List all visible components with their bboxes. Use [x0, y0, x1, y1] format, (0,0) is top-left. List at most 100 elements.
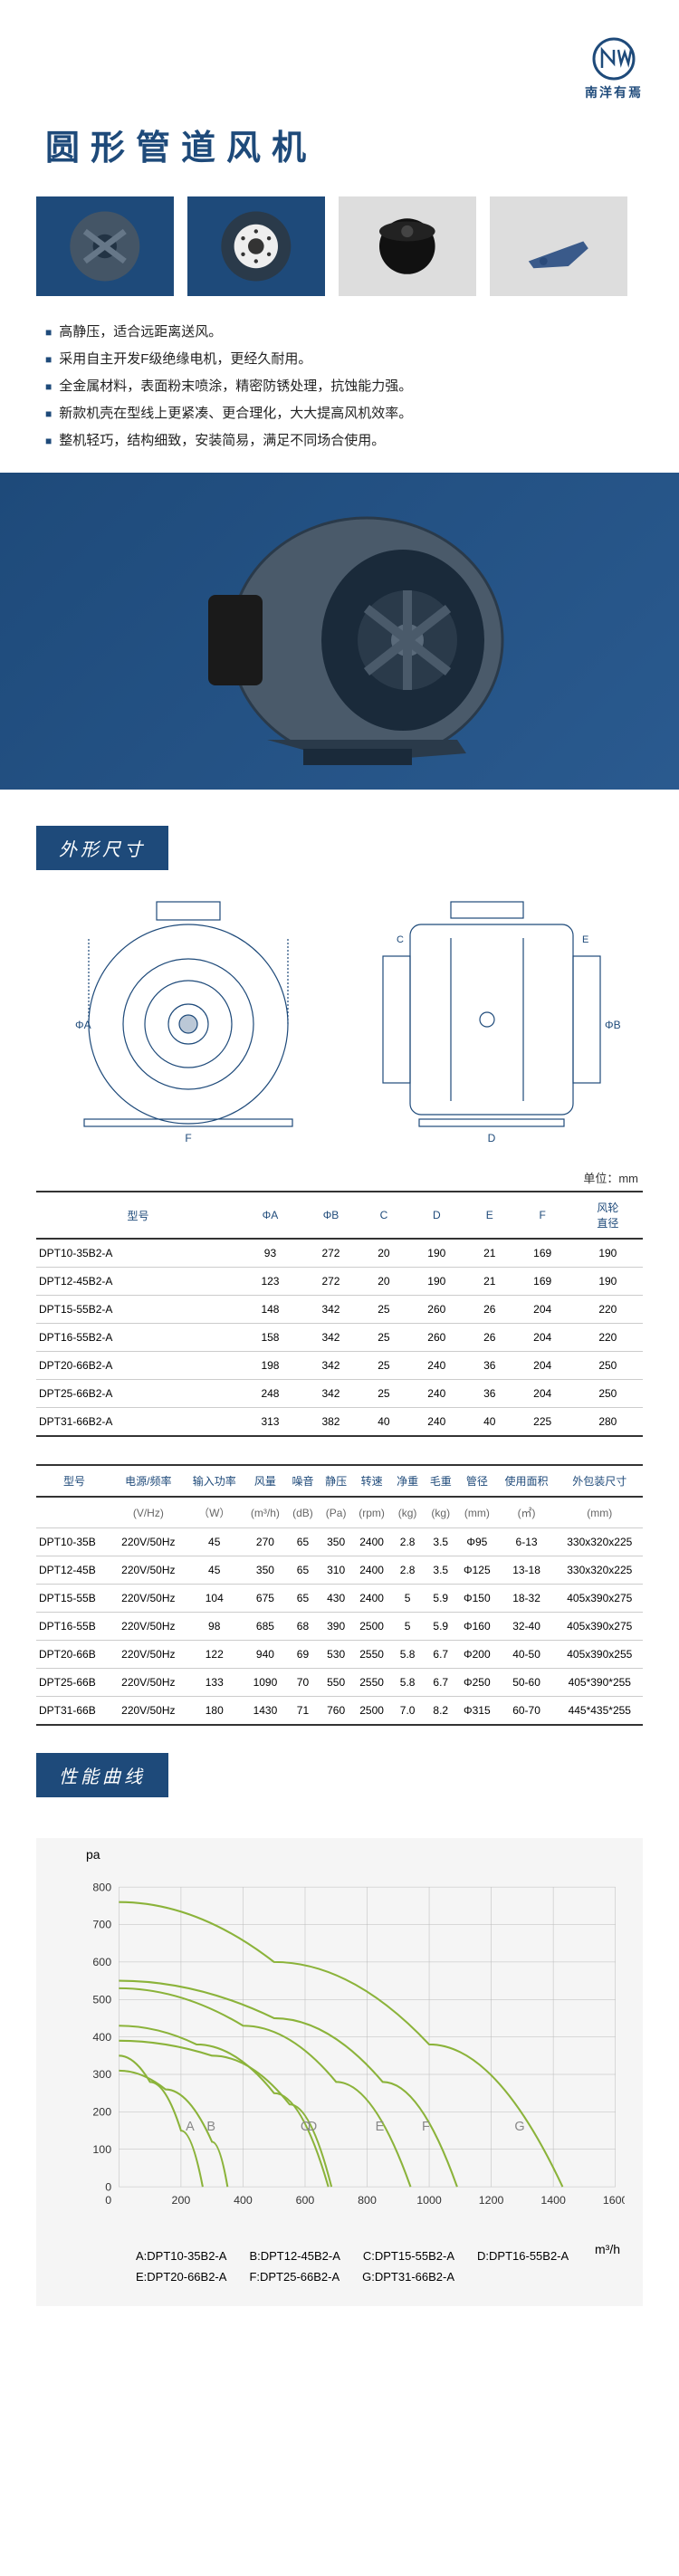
svg-text:200: 200: [172, 2194, 191, 2207]
col-header: 使用面积: [497, 1465, 557, 1497]
svg-text:800: 800: [358, 2194, 377, 2207]
svg-text:E: E: [376, 2120, 385, 2134]
header: 南洋有焉: [36, 36, 643, 101]
feature-item: 采用自主开发F级绝缘电机，更经久耐用。: [45, 346, 643, 373]
page-title: 圆形管道风机: [45, 120, 643, 169]
table-row: DPT25-66B220V/50Hz13310907055025505.86.7…: [36, 1669, 643, 1697]
svg-text:300: 300: [92, 2068, 111, 2081]
table-row: DPT10-35B2-A932722019021169190: [36, 1239, 643, 1268]
svg-text:1400: 1400: [540, 2194, 566, 2207]
svg-text:700: 700: [92, 1919, 111, 1931]
legend-item: D:DPT16-55B2-A: [477, 2246, 569, 2266]
y-axis-label: pa: [86, 1847, 100, 1862]
table-row: DPT16-55B220V/50Hz9868568390250055.9Φ160…: [36, 1613, 643, 1641]
feature-item: 整机轻巧，结构细致，安装简易，满足不同场合使用。: [45, 427, 643, 455]
svg-text:G: G: [514, 2120, 524, 2134]
col-header: ΦB: [301, 1192, 361, 1239]
feature-list: 高静压，适合远距离送风。采用自主开发F级绝缘电机，更经久耐用。全金属材料，表面粉…: [45, 319, 643, 455]
col-header: 型号: [36, 1465, 112, 1497]
section-curves: 性能曲线: [36, 1753, 168, 1797]
performance-chart: pa 0100200300400500600700800200400600800…: [36, 1838, 643, 2306]
units-row: (V/Hz)（W）(m³/h)(dB)(Pa)(rpm)(kg)(kg)(mm)…: [36, 1497, 643, 1528]
col-header: E: [467, 1192, 512, 1239]
svg-text:400: 400: [92, 2031, 111, 2044]
table-row: DPT12-45B220V/50Hz453506531024002.83.5Φ1…: [36, 1556, 643, 1585]
table-row: DPT25-66B2-A2483422524036204250: [36, 1380, 643, 1408]
col-header: 输入功率: [185, 1465, 244, 1497]
thumb-1: [36, 196, 174, 296]
table-row: DPT15-55B220V/50Hz10467565430240055.9Φ15…: [36, 1585, 643, 1613]
col-header: 净重: [391, 1465, 425, 1497]
svg-text:0: 0: [105, 2180, 111, 2193]
svg-text:1200: 1200: [479, 2194, 504, 2207]
svg-text:1000: 1000: [416, 2194, 442, 2207]
table-row: DPT31-66B220V/50Hz18014307176025007.08.2…: [36, 1697, 643, 1726]
col-header: 外包装尺寸: [557, 1465, 643, 1497]
svg-text:F: F: [422, 2120, 430, 2134]
brand-logo: 南洋有焉: [585, 36, 643, 101]
svg-text:600: 600: [296, 2194, 315, 2207]
svg-text:0: 0: [105, 2194, 111, 2207]
svg-text:A: A: [186, 2120, 195, 2134]
table-row: DPT31-66B2-A3133824024040225280: [36, 1408, 643, 1437]
svg-text:D: D: [487, 1132, 495, 1144]
naw-logo-icon: [591, 36, 636, 81]
legend-item: F:DPT25-66B2-A: [249, 2266, 340, 2287]
table-row: DPT16-55B2-A1583422526026204220: [36, 1324, 643, 1352]
svg-text:200: 200: [92, 2106, 111, 2119]
legend-item: B:DPT12-45B2-A: [249, 2246, 340, 2266]
svg-text:400: 400: [234, 2194, 253, 2207]
svg-text:B: B: [206, 2120, 215, 2134]
col-header: F: [512, 1192, 573, 1239]
chart-legend: A:DPT10-35B2-A B:DPT12-45B2-A C:DPT15-55B2…: [81, 2246, 625, 2288]
table-row: DPT20-66B220V/50Hz1229406953025505.86.7Φ…: [36, 1641, 643, 1669]
brand-name: 南洋有焉: [585, 83, 643, 101]
side-view-icon: D ΦB C E: [360, 893, 623, 1146]
col-header: 管径: [457, 1465, 496, 1497]
col-header: C: [361, 1192, 406, 1239]
x-axis-label: m³/h: [595, 2242, 620, 2256]
col-header: 毛重: [424, 1465, 457, 1497]
chart-svg: 0100200300400500600700800200400600800100…: [81, 1865, 625, 2227]
front-view-icon: F ΦA: [57, 893, 320, 1146]
svg-text:C: C: [397, 934, 404, 945]
table-row: DPT15-55B2-A1483422526026204220: [36, 1296, 643, 1324]
thumb-3: [339, 196, 476, 296]
col-header: 转速: [352, 1465, 390, 1497]
col-header: 静压: [320, 1465, 353, 1497]
col-header: ΦA: [240, 1192, 301, 1239]
svg-text:500: 500: [92, 1993, 111, 2006]
svg-text:1600: 1600: [603, 2194, 625, 2207]
col-header: D: [406, 1192, 467, 1239]
svg-text:D: D: [308, 2120, 317, 2134]
feature-item: 新款机壳在型线上更紧凑、更合理化，大大提高风机效率。: [45, 400, 643, 427]
thumb-2: [187, 196, 325, 296]
legend-item: A:DPT10-35B2-A: [136, 2246, 226, 2266]
legend-item: E:DPT20-66B2-A: [136, 2266, 226, 2287]
legend-item: C:DPT15-55B2-A: [363, 2246, 454, 2266]
col-header: 噪音: [286, 1465, 320, 1497]
svg-text:F: F: [185, 1132, 191, 1144]
product-thumbnails: [36, 196, 643, 296]
svg-text:ΦB: ΦB: [605, 1019, 621, 1031]
svg-text:100: 100: [92, 2143, 111, 2156]
svg-text:600: 600: [92, 1956, 111, 1968]
svg-text:E: E: [582, 934, 588, 945]
table-row: DPT20-66B2-A1983422524036204250: [36, 1352, 643, 1380]
dimension-diagram: F ΦA D ΦB C E: [36, 893, 643, 1146]
col-header: 电源/频率: [112, 1465, 185, 1497]
col-header: 型号: [36, 1192, 240, 1239]
hero-product-band: [0, 473, 679, 790]
unit-label: 单位：mm: [36, 1169, 643, 1186]
svg-text:ΦA: ΦA: [75, 1019, 91, 1031]
dimensions-table: 型号ΦAΦBCDEF风轮直径 DPT10-35B2-A9327220190211…: [36, 1191, 643, 1437]
legend-item: G:DPT31-66B2-A: [362, 2266, 454, 2287]
feature-item: 高静压，适合远距离送风。: [45, 319, 643, 346]
spec-table: 型号电源/频率输入功率风量噪音静压转速净重毛重管径使用面积外包装尺寸 (V/Hz…: [36, 1464, 643, 1726]
section-dimensions: 外形尺寸: [36, 826, 168, 870]
hero-fan-illustration: [149, 486, 530, 776]
col-header: 风轮直径: [573, 1192, 643, 1239]
col-header: 风量: [244, 1465, 286, 1497]
table-row: DPT10-35B220V/50Hz452706535024002.83.5Φ9…: [36, 1528, 643, 1556]
feature-item: 全金属材料，表面粉末喷涂，精密防锈处理，抗蚀能力强。: [45, 373, 643, 400]
